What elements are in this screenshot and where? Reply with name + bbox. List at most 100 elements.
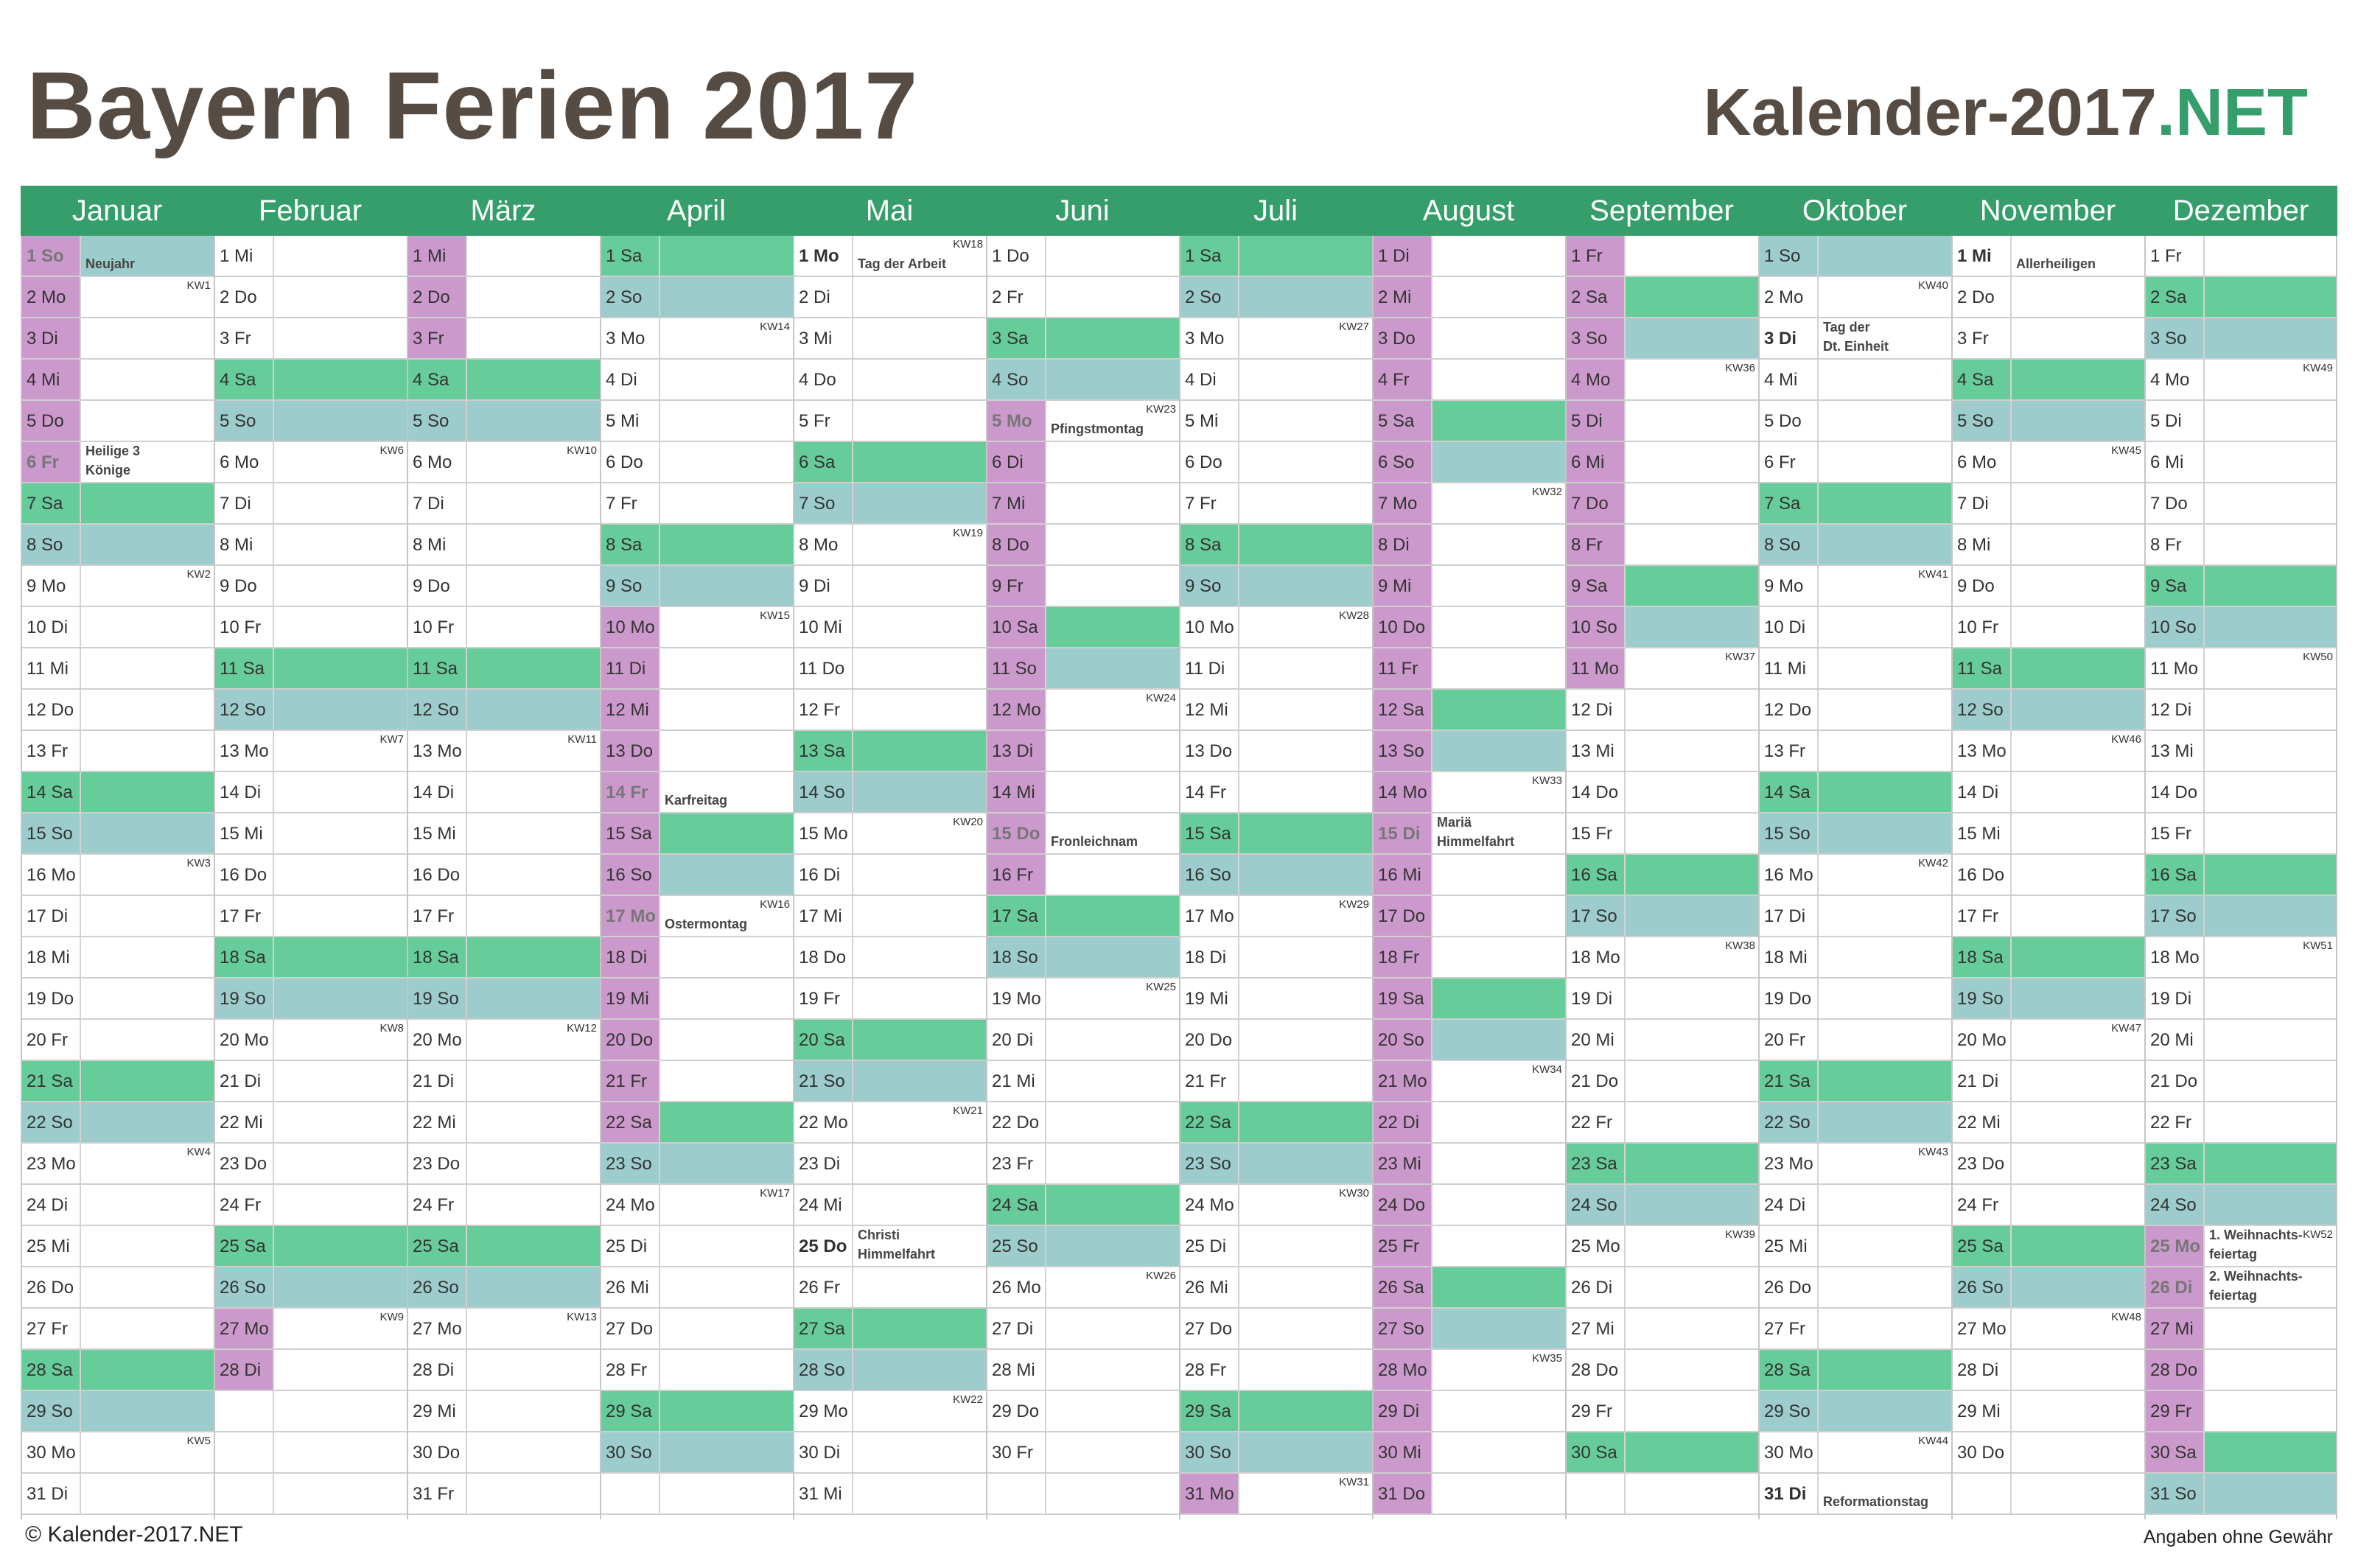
day-date: 13 Do — [601, 731, 660, 771]
day-label: 5 Di — [2150, 411, 2182, 431]
day-label: 27 Do — [606, 1319, 654, 1339]
day-note — [1432, 277, 1565, 317]
day-note — [274, 360, 407, 399]
day-label: 13 Fr — [1764, 741, 1806, 761]
month-header-10: Oktober — [1758, 186, 1951, 236]
day-label: 3 Do — [1378, 329, 1416, 349]
day-cell: 26 Do — [22, 1267, 214, 1309]
day-cell: 1 Fr — [2146, 236, 2336, 277]
day-note: KW9 — [274, 1309, 407, 1348]
day-date: 29 Di — [1374, 1391, 1432, 1431]
day-label: 25 Mo — [2150, 1236, 2201, 1256]
day-date: 28 Di — [1953, 1350, 2012, 1390]
day-note — [1046, 1144, 1179, 1183]
day-date: 18 Mo — [1567, 937, 1626, 977]
day-label: 17 Mo — [1185, 906, 1234, 926]
day-note: KW17 — [660, 1185, 793, 1225]
brand-main: Kalender-2017 — [1703, 76, 2157, 150]
day-date: 4 Mo — [1567, 360, 1626, 399]
day-cell: 29 Fr — [2146, 1391, 2336, 1432]
day-label: 29 Do — [992, 1401, 1040, 1421]
day-note — [853, 277, 986, 317]
day-note — [81, 1020, 214, 1060]
day-label: 28 Mi — [992, 1360, 1035, 1380]
day-label: 13 Mi — [2150, 741, 2194, 761]
day-label: 31 Mi — [799, 1484, 842, 1504]
day-cell: 24 Mo KW17 — [601, 1185, 793, 1226]
day-note — [1819, 896, 1951, 936]
day-label: 30 Mi — [1378, 1443, 1421, 1463]
day-date: 8 Sa — [1180, 525, 1239, 564]
day-date: 13 Mo — [215, 731, 274, 771]
day-note — [1239, 1226, 1372, 1266]
day-label: 21 Sa — [1764, 1071, 1811, 1091]
day-cell: 14 Do — [2146, 772, 2336, 813]
day-date: 22 Fr — [2146, 1102, 2205, 1142]
brand-logo: Kalender-2017.NET — [1704, 75, 2308, 151]
day-date: 9 Mi — [1374, 566, 1432, 606]
day-cell: 28 Di — [1953, 1350, 2144, 1391]
day-date: 29 Fr — [1567, 1391, 1626, 1431]
day-label: 5 So — [220, 411, 256, 431]
day-cell: 7 Sa — [1760, 483, 1951, 525]
day-date: 17 Mo — [1180, 896, 1239, 936]
day-label: 10 Di — [27, 617, 69, 637]
day-cell: 9 Sa — [1567, 566, 1758, 607]
day-note: Allerheiligen — [2012, 236, 2144, 276]
day-cell: 16 Mo KW3 — [22, 855, 214, 896]
day-label: 13 Di — [992, 741, 1034, 761]
day-cell: 8 So — [1760, 525, 1951, 566]
day-cell: 10 So — [1567, 607, 1758, 648]
day-cell: 8 Mi — [1953, 525, 2144, 566]
day-date: 7 Do — [1567, 483, 1626, 523]
day-cell: 6 Fr — [1760, 442, 1951, 483]
day-label: 30 So — [1185, 1443, 1231, 1463]
day-label: 25 Mi — [27, 1236, 70, 1256]
day-cell: 27 Sa — [794, 1309, 986, 1350]
day-cell — [215, 1432, 407, 1474]
day-cell: 29 Fr — [1567, 1391, 1758, 1432]
day-cell: 28 Di — [215, 1350, 407, 1391]
day-cell: 8 Mo KW19 — [794, 525, 986, 566]
day-cell: 10 Fr — [215, 607, 407, 648]
day-cell: 16 Do — [408, 855, 600, 896]
day-note: KW38 — [1626, 937, 1758, 977]
day-label: 13 Mo — [220, 741, 269, 761]
day-cell: 15 So — [1760, 813, 1951, 855]
day-label: 8 Sa — [606, 535, 643, 555]
day-date: 19 Do — [22, 979, 81, 1018]
day-label: 4 Do — [799, 370, 836, 390]
day-date — [601, 1474, 660, 1513]
day-label: 31 Di — [1764, 1484, 1807, 1504]
day-cell: 8 Sa — [1180, 525, 1372, 566]
day-label: 15 Mi — [1957, 824, 2001, 844]
day-date: 7 Fr — [1180, 483, 1239, 523]
day-cell: 6 Sa — [794, 442, 986, 483]
day-cell: 6 Di — [987, 442, 1179, 483]
day-cell: 20 Mo KW12 — [408, 1020, 600, 1061]
day-note: KW10 — [467, 442, 600, 482]
day-label: 24 Fr — [220, 1195, 262, 1215]
week-number: KW34 — [1532, 1063, 1562, 1076]
day-date: 4 Sa — [408, 360, 467, 399]
day-date: 20 Mo — [215, 1020, 274, 1060]
day-date: 5 Mi — [601, 401, 660, 441]
day-date: 4 Mi — [22, 360, 81, 399]
day-note — [1239, 1102, 1372, 1142]
day-label: 1 Mi — [1957, 246, 1992, 266]
day-label: 18 Mo — [2150, 948, 2200, 967]
day-label: 6 Mo — [220, 452, 259, 472]
day-note — [1239, 731, 1372, 771]
day-note — [660, 1226, 793, 1266]
day-date: 18 Do — [794, 937, 853, 977]
day-date: 7 Do — [2146, 483, 2205, 523]
day-cell: 20 Fr — [22, 1020, 214, 1061]
day-cell: 3 Di Tag der Dt. Einheit — [1760, 318, 1951, 360]
week-number: KW3 — [186, 857, 211, 869]
day-date: 29 Mi — [408, 1391, 467, 1431]
day-date: 15 So — [22, 813, 81, 853]
day-cell: 28 Fr — [1180, 1350, 1372, 1391]
day-note — [1239, 401, 1372, 441]
week-number: KW33 — [1532, 774, 1562, 787]
day-date: 31 Do — [1374, 1474, 1432, 1513]
